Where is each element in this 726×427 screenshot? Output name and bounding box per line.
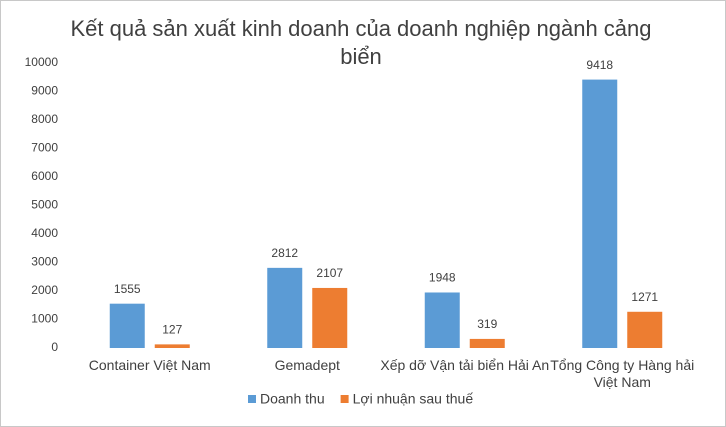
bar: [424, 292, 460, 348]
bar: [627, 311, 663, 348]
data-label: 1948: [429, 271, 456, 285]
legend-swatch: [248, 395, 256, 403]
data-label: 1555: [114, 282, 141, 296]
data-label: 2812: [271, 246, 298, 260]
y-tick-label: 1000: [31, 312, 58, 326]
y-tick-label: 3000: [31, 255, 58, 269]
data-label: 319: [477, 317, 497, 331]
bar: [582, 79, 618, 348]
y-tick-label: 5000: [31, 198, 58, 212]
y-tick-label: 0: [51, 340, 58, 354]
chart-title: Kết quả sản xuất kinh doanh của doanh ng…: [70, 16, 652, 69]
data-label: 1271: [631, 290, 658, 304]
x-tick-label: Xếp dỡ Vận tải biển Hải An: [380, 357, 550, 373]
bar: [312, 287, 348, 348]
data-label: 127: [162, 323, 182, 337]
data-label: 9418: [586, 58, 613, 72]
legend-swatch: [340, 395, 349, 403]
x-tick-label: Tổng Công ty Hàng hải Việt Nam: [550, 357, 695, 390]
bar: [267, 267, 303, 348]
y-tick-label: 9000: [31, 84, 58, 98]
legend-label: Lợi nhuận sau thuế: [353, 391, 474, 407]
y-tick-label: 8000: [31, 112, 58, 126]
y-tick-label: 2000: [31, 283, 58, 297]
y-tick-label: 4000: [31, 226, 58, 240]
bar: [109, 303, 145, 348]
legend-label: Doanh thu: [260, 391, 325, 407]
bar: [469, 338, 505, 348]
y-tick-label: 6000: [31, 169, 58, 183]
data-label: 2107: [316, 266, 343, 280]
bar: [154, 344, 190, 348]
y-tick-label: 7000: [31, 141, 58, 155]
x-tick-label: Container Việt Nam: [88, 357, 211, 373]
x-tick-label: Gemadept: [274, 357, 340, 373]
y-tick-label: 10000: [25, 55, 59, 69]
